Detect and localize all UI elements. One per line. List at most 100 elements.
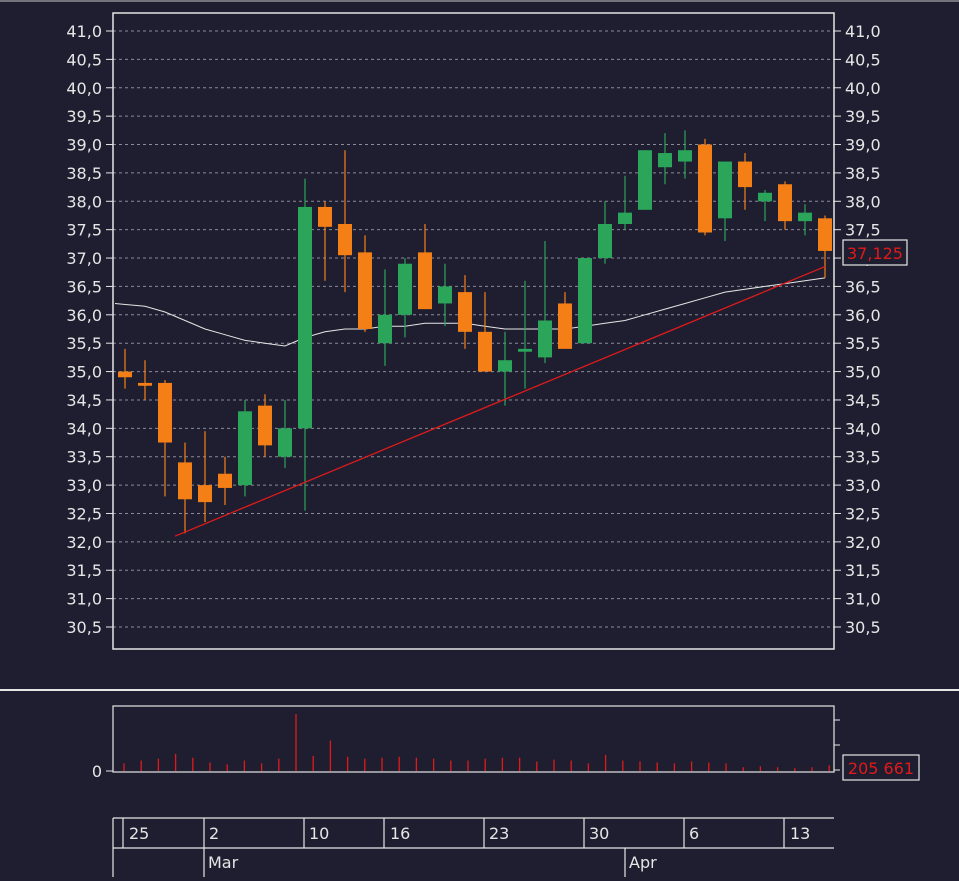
left-tick-label: 36,0 xyxy=(66,306,102,325)
candle xyxy=(558,292,572,349)
candle-body xyxy=(198,485,212,503)
right-tick-label: 40,5 xyxy=(845,50,881,69)
left-tick-label: 32,0 xyxy=(66,533,102,552)
candle-body xyxy=(458,292,472,332)
candle xyxy=(578,258,592,344)
candle xyxy=(798,204,812,236)
day-label: 23 xyxy=(489,824,509,843)
candle xyxy=(278,399,292,469)
candle xyxy=(478,292,492,372)
last-price-badge-box xyxy=(842,239,908,266)
left-tick-label: 33,5 xyxy=(66,448,102,467)
right-tick-label: 31,0 xyxy=(845,590,881,609)
right-tick-label: 37,5 xyxy=(845,221,881,240)
left-tick-label: 33,0 xyxy=(66,476,102,495)
day-label: 30 xyxy=(589,824,609,843)
candle xyxy=(378,269,392,366)
candle-body xyxy=(658,153,672,168)
volume-right-ticks xyxy=(834,719,840,771)
candle xyxy=(538,241,552,364)
left-tick-label: 31,0 xyxy=(66,590,102,609)
left-tick-label: 35,0 xyxy=(66,363,102,382)
day-label: 6 xyxy=(689,824,699,843)
candle-body xyxy=(278,428,292,457)
candle xyxy=(818,215,832,278)
right-tick-label: 34,5 xyxy=(845,391,881,410)
candle xyxy=(758,189,772,222)
candle xyxy=(718,161,732,242)
left-tick-label: 39,0 xyxy=(66,136,102,155)
candle-body xyxy=(558,303,572,349)
candle-body xyxy=(618,212,632,224)
right-tick-label: 39,0 xyxy=(845,136,881,155)
candle xyxy=(398,258,412,338)
right-tick-label: 38,0 xyxy=(845,192,881,211)
candle xyxy=(638,150,652,210)
day-label: 2 xyxy=(209,824,219,843)
candle xyxy=(458,275,472,349)
left-tick-label: 32,5 xyxy=(66,504,102,523)
candle xyxy=(238,399,252,497)
right-tick-label: 32,0 xyxy=(845,533,881,552)
price-grid xyxy=(113,30,834,628)
day-label: 16 xyxy=(390,824,410,843)
candle xyxy=(438,263,452,327)
candle-body xyxy=(798,212,812,222)
candle-body xyxy=(638,150,652,210)
left-tick-label: 40,5 xyxy=(66,50,102,69)
candle xyxy=(338,150,352,293)
candle-body xyxy=(138,382,152,386)
day-label: 10 xyxy=(309,824,329,843)
day-label: 13 xyxy=(790,824,810,843)
candle-body xyxy=(718,161,732,219)
candle-body xyxy=(218,473,232,488)
candle xyxy=(318,201,332,281)
price-panel-frame xyxy=(112,12,835,650)
candle-body xyxy=(578,258,592,344)
last-price-label: 37,125 xyxy=(847,244,903,263)
right-tick-label: 39,5 xyxy=(845,107,881,126)
left-price-axis: 41,0 40,5 40,0 39,5 39,0 38,5 38,0 37,5 37,0 36,5… xyxy=(66,22,113,637)
volume-zero-tick: 0 xyxy=(92,762,102,781)
moving-average-line xyxy=(114,277,826,347)
candle-body xyxy=(158,382,172,443)
candle-body xyxy=(698,144,712,233)
candle xyxy=(418,223,432,310)
last-volume-badge-box xyxy=(842,754,920,781)
candle-body xyxy=(498,360,512,372)
right-tick-label: 30,5 xyxy=(845,618,881,637)
last-volume-label: 205 661 xyxy=(848,759,914,778)
right-tick-label: 36,5 xyxy=(845,277,881,296)
left-tick-label: 36,5 xyxy=(66,277,102,296)
candle-body xyxy=(678,150,692,162)
left-tick-label: 38,0 xyxy=(66,192,102,211)
candle-body xyxy=(298,206,312,429)
candle xyxy=(598,201,612,264)
candle-body xyxy=(418,252,432,310)
month-label: Apr xyxy=(629,853,657,872)
left-tick-label: 35,5 xyxy=(66,334,102,353)
candle-body xyxy=(338,223,352,256)
candles-layer xyxy=(118,130,832,534)
right-tick-label: 33,5 xyxy=(845,448,881,467)
candle xyxy=(358,235,372,332)
candle xyxy=(178,442,192,534)
last-volume-badge: 205 661 xyxy=(842,754,920,781)
candle xyxy=(138,360,152,400)
candle-body xyxy=(178,462,192,500)
candle xyxy=(618,175,632,230)
left-tick-label: 41,0 xyxy=(66,22,102,41)
candle xyxy=(298,178,312,511)
right-tick-label: 32,5 xyxy=(845,504,881,523)
trendline-layer xyxy=(174,265,826,537)
candle xyxy=(678,130,692,179)
candle-body xyxy=(518,348,532,352)
trendline xyxy=(174,265,826,537)
candle-body xyxy=(118,371,132,378)
candle xyxy=(118,348,132,389)
candle-body xyxy=(238,411,252,486)
candle xyxy=(778,181,792,230)
moving-average-layer xyxy=(114,277,826,347)
left-tick-label: 37,0 xyxy=(66,249,102,268)
candle-body xyxy=(778,184,792,222)
